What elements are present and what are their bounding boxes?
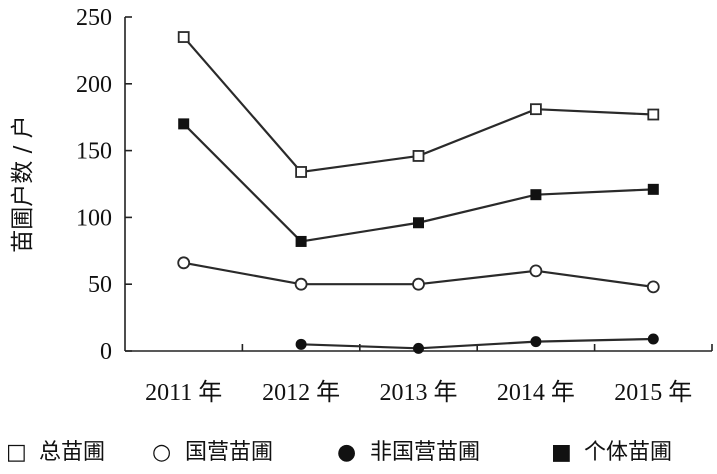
x-tick-label: 2012 年 (262, 379, 340, 406)
x-axis-ticks: 2011 年 2012 年 2013 年 2014 年 2015 年 (145, 344, 713, 406)
x-tick-label: 2011 年 (145, 379, 222, 406)
legend-item: ○ 国营苗圃 (152, 440, 273, 465)
series-line (301, 337, 654, 350)
data-point (177, 256, 191, 270)
data-point (646, 280, 660, 294)
y-tick-label: 50 (88, 272, 112, 298)
data-point (529, 264, 543, 278)
legend-label: 总苗圃 (39, 440, 105, 465)
series-filled-circle (295, 333, 659, 354)
y-tick-label: 0 (100, 339, 112, 365)
y-tick-label: 200 (76, 72, 112, 98)
data-point (530, 336, 542, 348)
data-point (530, 103, 542, 116)
y-axis-ticks: 0 50 100 150 200 250 (76, 5, 132, 365)
data-point (413, 217, 424, 229)
data-point (177, 31, 190, 43)
data-point (413, 342, 424, 354)
legend-symbol: ● (337, 440, 356, 465)
series-filled-square (178, 118, 659, 247)
legend-symbol: □ (6, 440, 27, 465)
data-point (647, 108, 660, 121)
legend-item: ● 非国营苗圃 (337, 440, 480, 465)
x-tick-label: 2013 年 (380, 379, 458, 406)
x-tick-label: 2015 年 (614, 379, 692, 406)
legend-label: 国营苗圃 (185, 440, 273, 465)
data-point (295, 166, 308, 178)
data-point (412, 277, 425, 291)
data-point (530, 189, 542, 201)
x-tick-label: 2014 年 (497, 379, 575, 406)
legend-item: □ 总苗圃 (6, 440, 105, 465)
data-point (295, 338, 307, 350)
data-point (412, 150, 425, 162)
legend-label: 非国营苗圃 (370, 440, 480, 465)
legend-label: 个体苗圃 (584, 440, 672, 465)
legend-symbol: ■ (551, 440, 572, 465)
data-point (294, 277, 308, 291)
data-point (178, 118, 190, 130)
series-open-circle (177, 256, 660, 294)
series-group (177, 31, 660, 354)
y-tick-label: 100 (76, 205, 112, 231)
y-axis-title: 苗圃户数 / 户 (10, 115, 36, 252)
axes (124, 17, 712, 352)
series-open-square (177, 31, 660, 178)
data-point (647, 333, 659, 345)
data-point (647, 183, 659, 195)
legend: □ 总苗圃 ○ 国营苗圃 ● 非国营苗圃 ■ 个体苗圃 (6, 440, 672, 465)
data-point (295, 235, 307, 247)
y-tick-label: 150 (76, 139, 112, 165)
y-tick-label: 250 (76, 5, 112, 31)
legend-symbol: ○ (152, 440, 171, 465)
legend-item: ■ 个体苗圃 (551, 440, 672, 465)
